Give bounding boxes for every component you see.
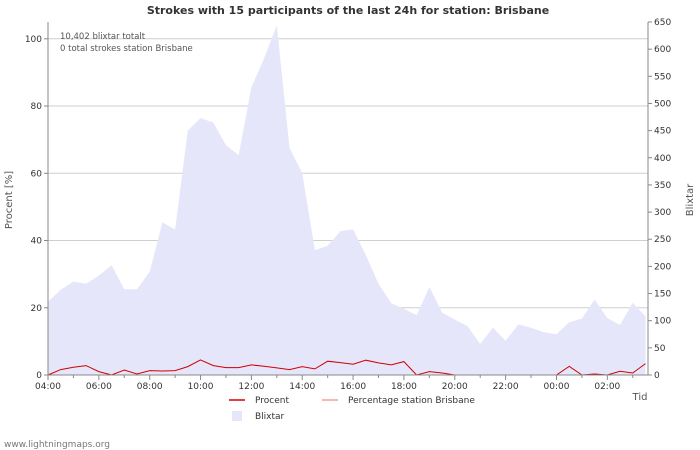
legend: Procent Percentage station Brisbane Blixta…	[229, 396, 475, 422]
y-right-tick-label: 100	[654, 317, 671, 327]
legend-label-procent: Procent	[255, 396, 289, 406]
footer-source: www.lightningmaps.org	[4, 440, 110, 450]
y-axis-right-label: Blixtar	[685, 183, 696, 216]
gridlines	[48, 38, 648, 309]
y-left-tick-label: 100	[25, 35, 42, 45]
y-left-tick-label: 20	[31, 304, 43, 314]
y-axis-right-ticks: 0 50 100 150 200 250 300 350 400 450 500 550 600 650	[648, 18, 671, 381]
x-tick-label: 04:00	[35, 382, 61, 392]
x-axis-label: Tid	[632, 392, 648, 403]
series-area-blixtar	[48, 25, 646, 376]
y-right-tick-label: 600	[654, 45, 671, 55]
y-right-tick-label: 450	[654, 127, 671, 137]
y-right-tick-label: 350	[654, 181, 671, 191]
info-total-strokes: 10,402 blixtar totalt	[60, 32, 146, 42]
x-tick-label: 18:00	[391, 382, 417, 392]
x-tick-label: 08:00	[137, 382, 163, 392]
x-tick-label: 14:00	[289, 382, 315, 392]
y-right-tick-label: 500	[654, 99, 671, 109]
x-tick-label: 16:00	[340, 382, 366, 392]
x-tick-label: 10:00	[188, 382, 214, 392]
x-tick-label: 02:00	[594, 382, 620, 392]
y-right-tick-label: 200	[654, 262, 671, 272]
y-left-tick-label: 40	[31, 237, 43, 247]
y-right-tick-label: 150	[654, 290, 671, 300]
legend-swatch-blixtar	[232, 411, 242, 421]
info-station-strokes: 0 total strokes station Brisbane	[60, 44, 193, 54]
x-tick-label: 20:00	[442, 382, 468, 392]
legend-label-blixtar: Blixtar	[255, 412, 285, 422]
y-right-tick-label: 650	[654, 18, 671, 28]
y-right-tick-label: 550	[654, 72, 671, 82]
legend-label-percentage-station-brisbane: Percentage station Brisbane	[348, 396, 475, 406]
x-tick-label: 12:00	[238, 382, 264, 392]
x-tick-label: 00:00	[544, 382, 570, 392]
y-axis-left-label: Procent [%]	[4, 171, 15, 229]
y-left-tick-label: 80	[31, 102, 43, 112]
y-right-tick-label: 50	[654, 344, 666, 354]
y-left-tick-label: 60	[31, 169, 43, 179]
y-right-tick-label: 400	[654, 154, 671, 164]
x-axis-ticks: 04:00 06:00 08:00 10:00 12:00 14:00 16:00 18:00…	[35, 375, 634, 392]
y-left-tick-label: 0	[36, 371, 42, 381]
axes	[47, 22, 649, 376]
y-right-tick-label: 0	[654, 371, 660, 381]
chart-title: Strokes with 15 participants of the last…	[147, 4, 549, 17]
y-axis-left-ticks: 0 20 40 60 80 100	[25, 35, 48, 381]
x-tick-label: 06:00	[86, 382, 112, 392]
y-right-tick-label: 300	[654, 208, 671, 218]
y-right-tick-label: 250	[654, 235, 671, 245]
blixtar-area-series	[48, 25, 646, 376]
x-tick-label: 22:00	[493, 382, 519, 392]
